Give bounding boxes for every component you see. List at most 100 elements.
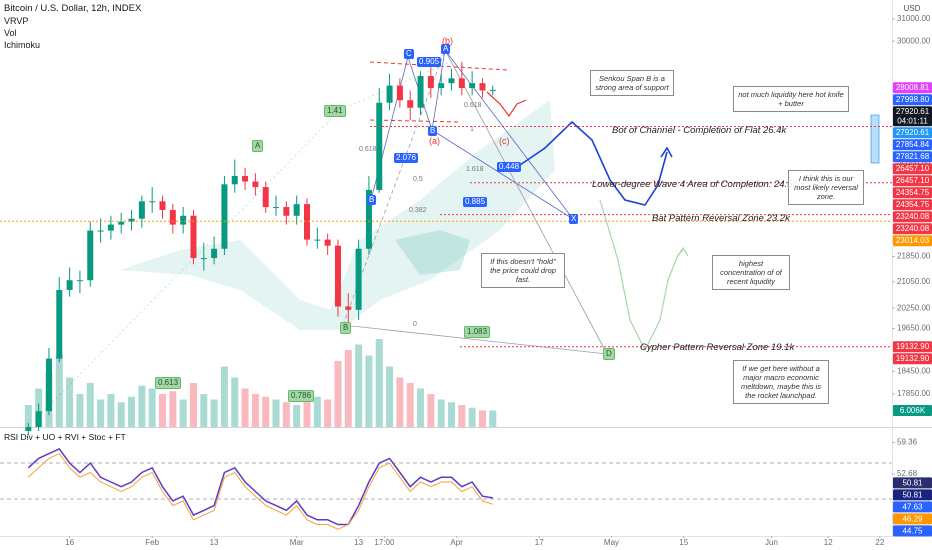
volume-bar <box>427 394 435 427</box>
volume-bar <box>437 399 445 427</box>
y-tick-label: 19650.00 <box>897 324 931 333</box>
candle-body <box>159 201 166 210</box>
volume-bar <box>303 394 311 427</box>
candle-body <box>273 207 280 209</box>
price-tag-label: 24354.75 <box>896 200 930 209</box>
y-tick-label: 21050.00 <box>897 277 931 286</box>
y-tick-label: 21850.00 <box>897 252 931 261</box>
volume-bar <box>386 366 394 427</box>
value-tag-label: 46.29 <box>902 514 923 523</box>
candle-body <box>324 239 331 246</box>
volume-bar <box>272 399 280 427</box>
x-tick-label: 22 <box>875 538 884 547</box>
price-tag-label: 27920.61 <box>896 107 930 116</box>
volume-bar <box>179 399 187 427</box>
candle-body <box>345 306 352 310</box>
volume-bar <box>458 405 466 427</box>
candle-body <box>87 230 94 281</box>
projection-arrow <box>677 246 689 257</box>
volume-bar <box>478 410 486 427</box>
volume-bar <box>210 399 218 427</box>
price-tag <box>893 199 932 211</box>
value-tag <box>893 477 932 489</box>
x-tick-label: May <box>604 538 619 547</box>
candle-body <box>334 245 341 307</box>
candle-body <box>169 209 176 225</box>
x-tick-label: 17:00 <box>374 538 395 547</box>
candle-body <box>25 427 32 432</box>
candle-body <box>427 75 434 89</box>
pattern-line <box>342 324 608 355</box>
candle-body <box>242 175 249 182</box>
x-tick-label: Feb <box>145 538 159 547</box>
volume-bar <box>220 366 228 427</box>
candle-body <box>438 83 445 89</box>
price-tag <box>893 175 932 187</box>
candle-body <box>45 358 52 412</box>
candle-body <box>376 102 383 190</box>
value-tag <box>893 525 932 537</box>
price-tag <box>893 223 932 235</box>
candle-body <box>211 248 218 259</box>
y-tick-label: 17850.00 <box>897 389 931 398</box>
value-tag-label: 50.81 <box>902 490 923 499</box>
candle-body <box>469 83 476 89</box>
price-tag-countdown: 04:01:11 <box>897 116 928 125</box>
x-tick-label: Apr <box>450 538 463 547</box>
candle-body <box>56 289 63 359</box>
projection-path <box>486 91 527 118</box>
x-tick-label: 15 <box>679 538 688 547</box>
candle-body <box>479 83 486 91</box>
price-tag <box>893 82 932 94</box>
price-tag-label: 27854.84 <box>896 140 930 149</box>
volume-tag-label: 6.006K <box>900 406 926 415</box>
candle-body <box>458 78 465 89</box>
x-tick-label: 13 <box>210 538 219 547</box>
candle-body <box>231 175 238 185</box>
price-tag-label: 27998.80 <box>896 95 930 104</box>
candle-body <box>66 280 73 290</box>
price-tag-label: 26457.10 <box>896 164 930 173</box>
volume-bar <box>76 394 84 427</box>
volume-bar <box>86 383 94 427</box>
volume-bar <box>355 344 363 427</box>
volume-bar <box>417 388 425 427</box>
projection-path <box>519 120 668 206</box>
x-tick-label: Mar <box>290 538 304 547</box>
candle-body <box>97 230 104 232</box>
volume-bar <box>55 355 63 427</box>
price-tag-label: 23014.03 <box>896 236 930 245</box>
volume-bar <box>468 407 476 427</box>
price-unit: USD <box>904 4 921 13</box>
candle-body <box>252 181 259 188</box>
candle-body <box>180 215 187 225</box>
candle-body <box>448 78 455 84</box>
volume-bar <box>138 385 146 427</box>
candle-body <box>293 204 300 216</box>
volume-bar <box>282 402 290 427</box>
volume-tag <box>893 404 932 416</box>
candle-body <box>304 204 310 240</box>
price-tag-label: 27920.61 <box>896 128 930 137</box>
price-tag <box>893 106 932 127</box>
price-tag <box>893 94 932 106</box>
volume-bar <box>128 396 136 427</box>
x-tick-label: 17 <box>535 538 544 547</box>
rsi-line <box>27 452 493 530</box>
volume-bar <box>293 405 301 427</box>
channel-line <box>369 61 509 71</box>
price-tag <box>893 353 932 365</box>
volume-bar <box>313 396 321 427</box>
candle-body <box>365 189 372 249</box>
price-tag <box>893 163 932 175</box>
price-tag-label: 26457.10 <box>896 176 930 185</box>
candle-body <box>107 224 114 231</box>
price-tag-label: 27821.68 <box>896 152 930 161</box>
volume-bar <box>107 394 115 427</box>
candle-body <box>283 207 290 216</box>
value-tag-label: 50.81 <box>902 478 923 487</box>
volume-bar <box>448 402 455 427</box>
projection-path <box>599 199 684 352</box>
